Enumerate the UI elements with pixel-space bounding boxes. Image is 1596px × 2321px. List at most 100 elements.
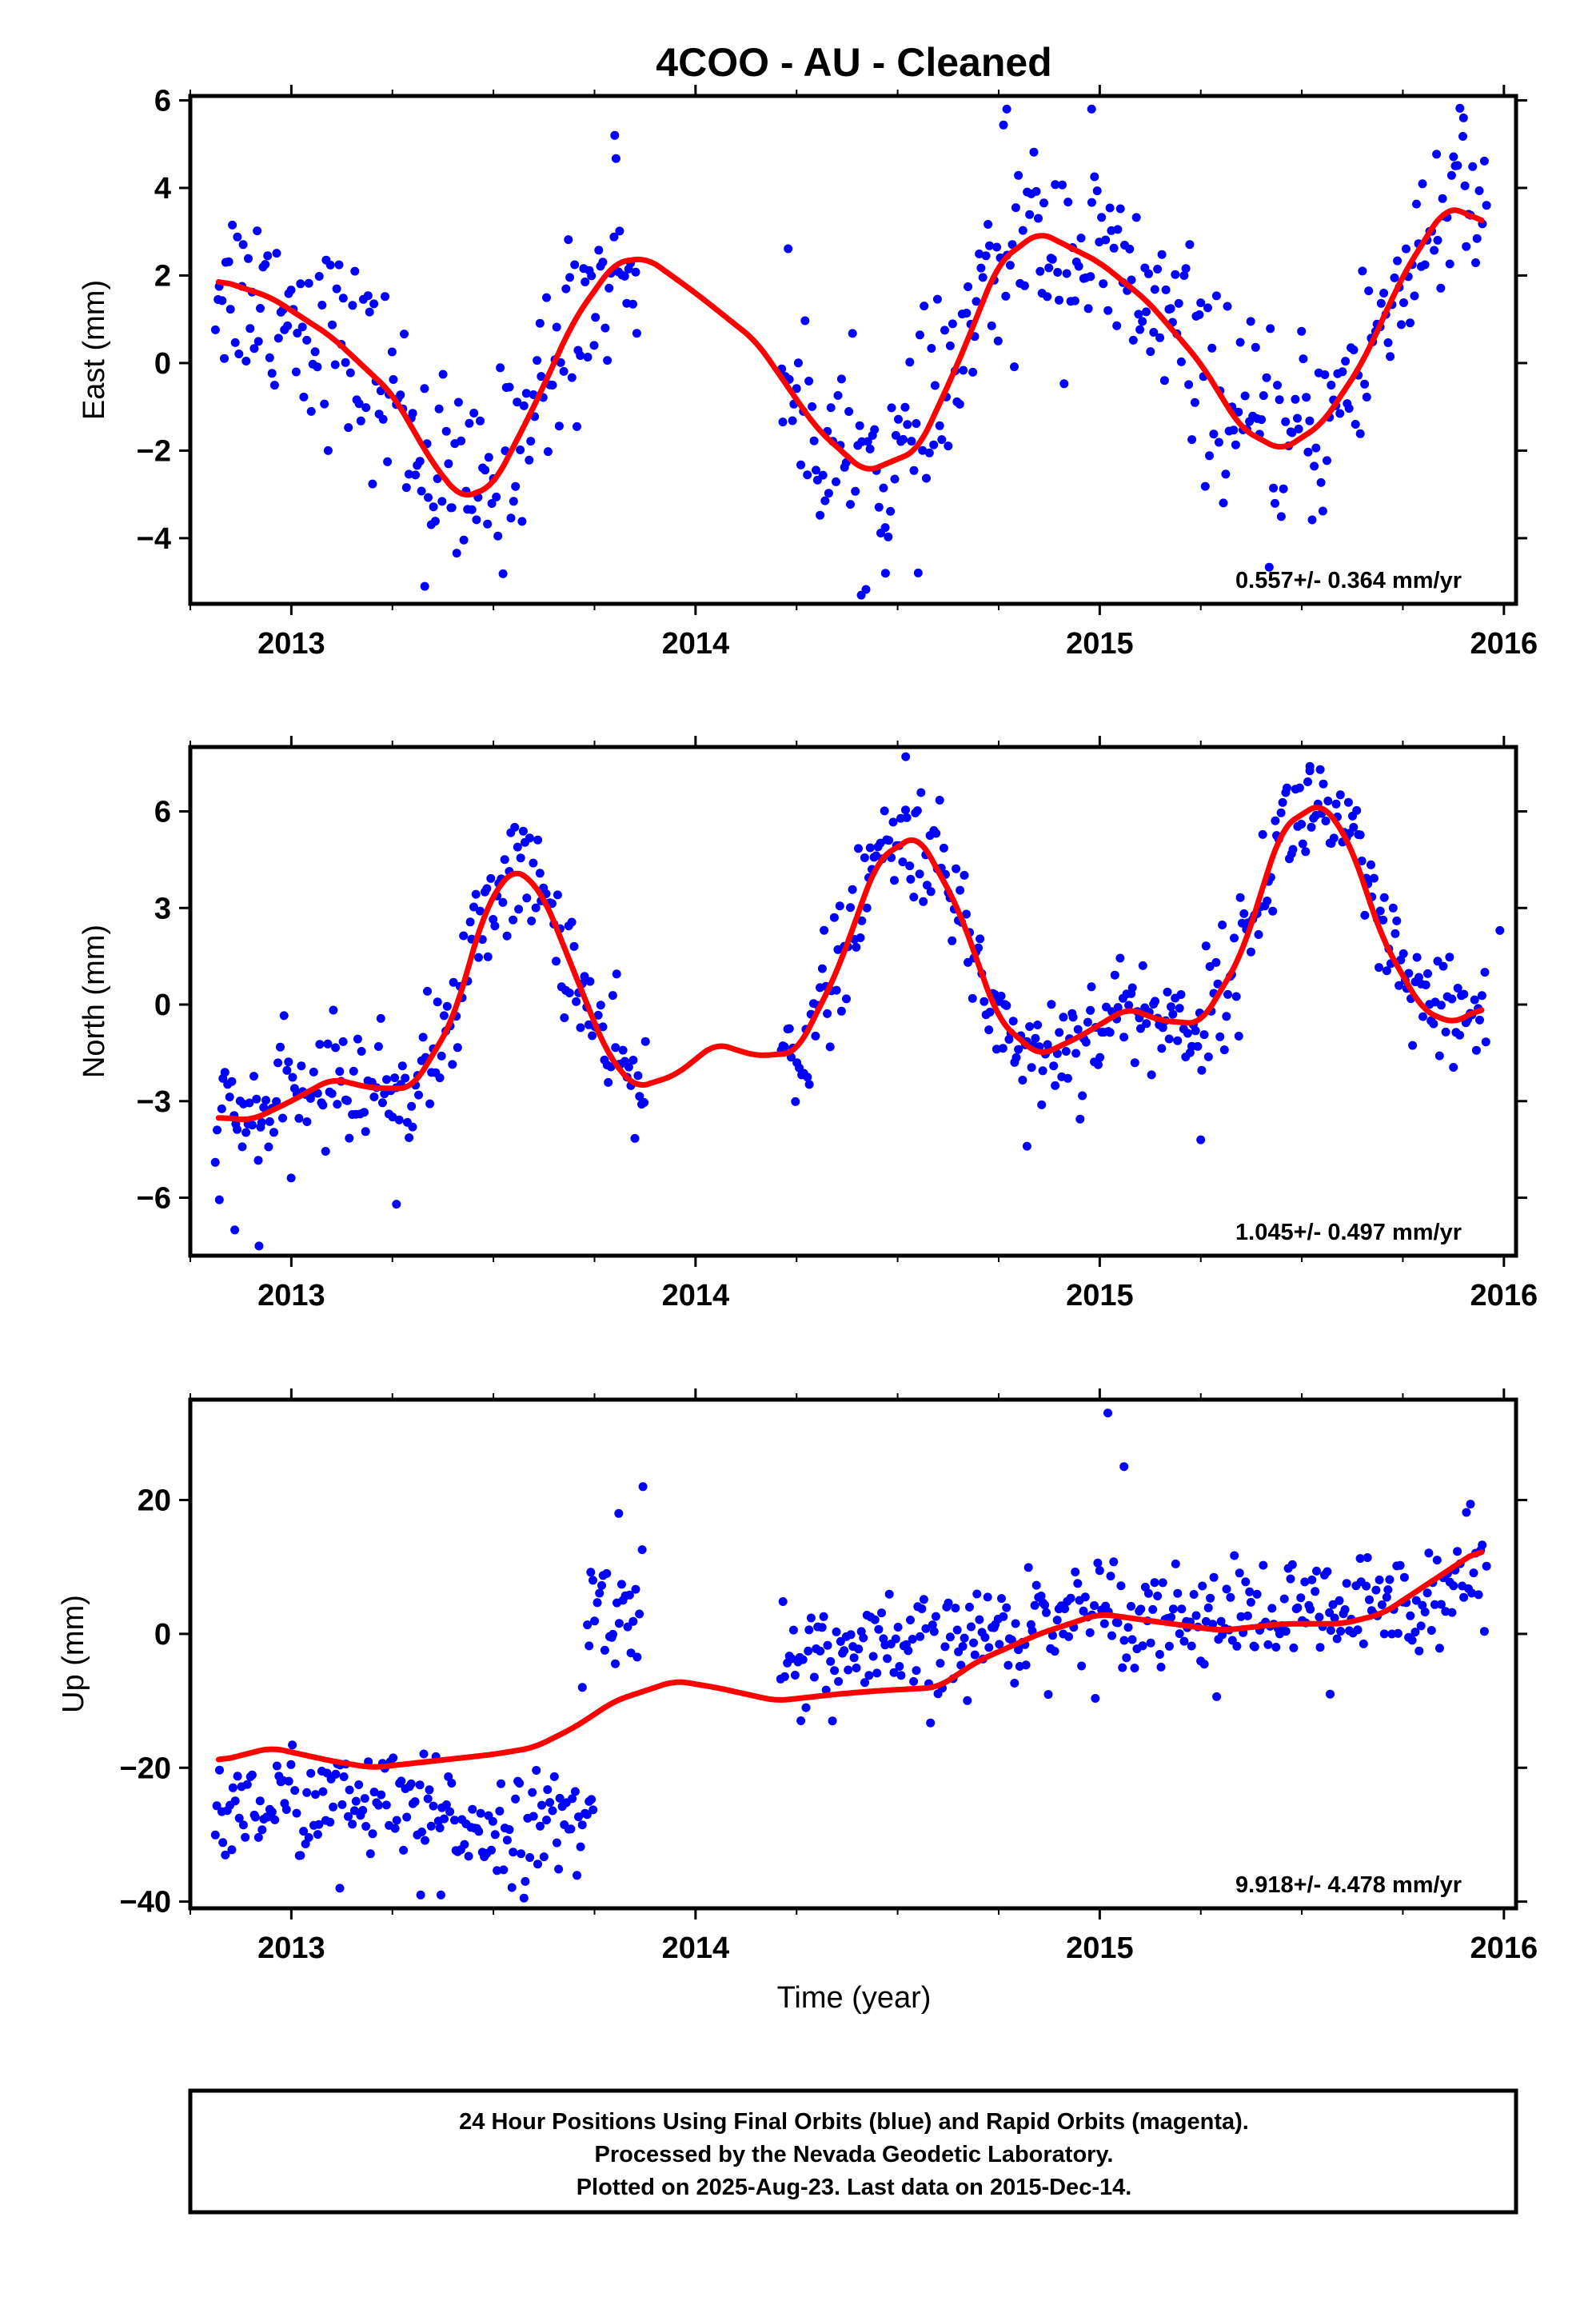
data-point (803, 470, 812, 480)
data-point (595, 1588, 604, 1598)
data-point (587, 1795, 597, 1804)
data-point (474, 953, 483, 962)
data-point (217, 1104, 226, 1113)
data-point (527, 917, 537, 925)
data-point (356, 416, 365, 425)
data-point (1123, 1623, 1133, 1632)
data-point (998, 1044, 1007, 1053)
data-point (1414, 973, 1423, 982)
data-point (423, 986, 432, 996)
data-point (583, 353, 593, 362)
data-point (253, 337, 263, 346)
data-point (1107, 1631, 1116, 1640)
data-point (357, 1047, 366, 1056)
data-point (880, 806, 889, 816)
data-point (1453, 161, 1462, 170)
data-point (474, 1827, 484, 1836)
data-point (1211, 291, 1221, 301)
data-point (257, 1825, 267, 1835)
data-point (283, 321, 293, 330)
data-point (1119, 1033, 1129, 1042)
data-point (860, 853, 869, 862)
data-point (968, 993, 977, 1003)
data-point (1116, 1581, 1126, 1591)
data-point (1412, 953, 1422, 962)
data-point (588, 1031, 597, 1041)
data-point (1073, 1579, 1083, 1588)
data-point (547, 899, 557, 909)
data-point (637, 1545, 647, 1555)
data-point (516, 445, 525, 454)
data-point (792, 384, 801, 393)
data-point (401, 1073, 410, 1083)
data-point (447, 1779, 457, 1788)
data-point (1259, 391, 1268, 401)
data-point (999, 1612, 1008, 1621)
outlier-point (610, 130, 620, 140)
data-point (388, 1113, 397, 1122)
data-point (1191, 1611, 1201, 1620)
data-point (1206, 1593, 1215, 1603)
data-point (1388, 903, 1398, 913)
data-point (1060, 1604, 1070, 1613)
data-point (784, 1024, 794, 1033)
data-point (1142, 307, 1151, 317)
data-point (1420, 1608, 1430, 1616)
data-point (434, 404, 444, 413)
data-point (1164, 1034, 1174, 1044)
data-point (796, 460, 805, 469)
data-point (936, 1659, 945, 1668)
data-point (469, 409, 479, 417)
data-point (1436, 1600, 1446, 1609)
data-point (1201, 941, 1211, 951)
data-point (378, 414, 388, 424)
data-point (1066, 1593, 1075, 1603)
data-point (818, 470, 828, 480)
data-point (1263, 1640, 1273, 1649)
data-point (1301, 847, 1311, 857)
data-point (1416, 1621, 1426, 1631)
data-point (632, 329, 641, 338)
data-point (438, 370, 448, 379)
data-point (1103, 306, 1113, 315)
data-point (951, 1604, 960, 1613)
data-point (1059, 379, 1069, 389)
data-point (1312, 1566, 1321, 1576)
data-point (369, 1788, 379, 1797)
data-point (317, 301, 327, 310)
data-point (589, 1576, 597, 1585)
data-point (1043, 292, 1052, 302)
data-point (924, 448, 934, 457)
data-point (537, 1800, 546, 1810)
data-point (227, 1845, 237, 1855)
data-point (1273, 381, 1282, 390)
data-point (1158, 1578, 1167, 1588)
data-point (220, 354, 229, 363)
data-point (561, 284, 571, 294)
data-point (834, 1676, 844, 1686)
data-point (1281, 1627, 1291, 1636)
data-point (995, 1640, 1004, 1649)
data-point (465, 418, 474, 428)
up-y-axis-label: Up (mm) (57, 1595, 90, 1713)
data-point (1150, 1578, 1159, 1588)
data-point (261, 260, 270, 270)
data-point (515, 1779, 525, 1788)
data-point (1025, 1022, 1035, 1031)
data-point (1395, 1560, 1405, 1570)
data-point (1127, 1601, 1135, 1611)
data-point (253, 1156, 263, 1165)
data-point (299, 1827, 309, 1836)
data-point (377, 1790, 386, 1800)
data-point (392, 1816, 401, 1825)
data-point (899, 434, 908, 444)
data-point (1055, 295, 1063, 305)
data-point (528, 1788, 537, 1797)
data-point (1112, 321, 1122, 330)
data-point (1093, 1558, 1103, 1568)
data-point (1355, 429, 1365, 438)
data-point (905, 861, 915, 871)
data-point (517, 1849, 526, 1859)
data-point (628, 1616, 638, 1626)
data-point (247, 1770, 257, 1780)
